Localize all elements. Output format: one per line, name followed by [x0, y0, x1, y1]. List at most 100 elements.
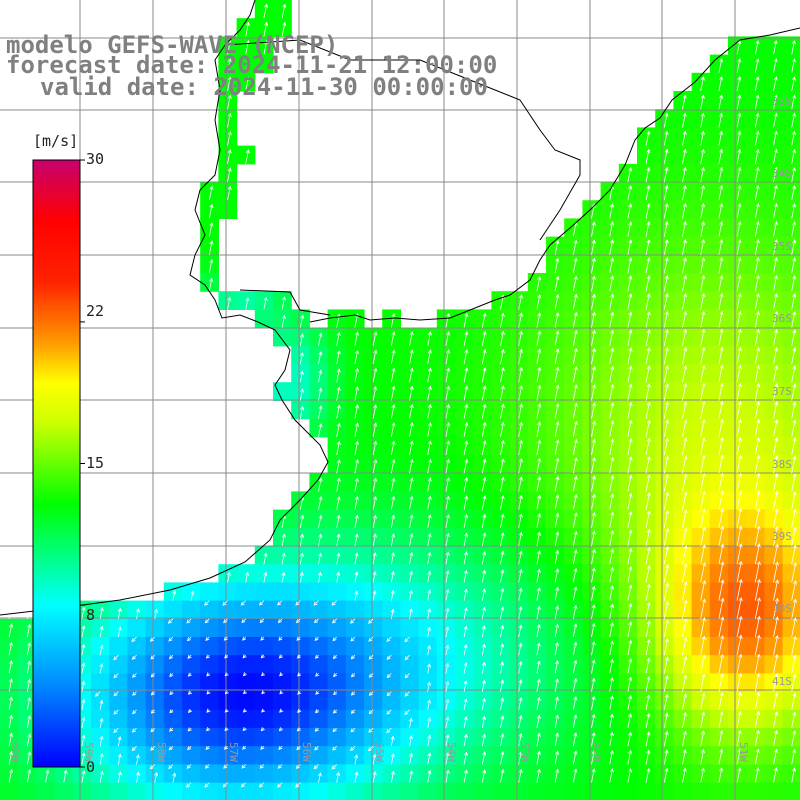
wind-arrow [736, 597, 742, 619]
wind-arrow-head [683, 473, 688, 478]
wind-arrow-head [204, 601, 209, 606]
wind-cell [618, 600, 638, 620]
wind-cell [345, 418, 365, 438]
wind-arrow-head [9, 623, 14, 628]
wind-cell [709, 473, 729, 492]
lon-label: 53W [518, 742, 531, 762]
wind-arrow [390, 496, 395, 510]
wind-arrow [572, 439, 577, 456]
wind-arrow-head [117, 771, 122, 776]
wind-arrow-head [628, 547, 633, 553]
wind-arrow [663, 694, 668, 710]
wind-arrow [372, 590, 376, 601]
wind-cell [673, 782, 693, 800]
wind-arrow-head [209, 222, 214, 227]
wind-cell [782, 127, 800, 147]
wind-arrow-head [646, 437, 651, 443]
wind-arrow [536, 476, 541, 492]
wind-cell [509, 546, 529, 565]
wind-arrow [427, 664, 430, 674]
wind-arrow-head [264, 3, 269, 8]
wind-arrow-head [263, 296, 268, 302]
wind-cell [473, 400, 492, 420]
wind-arrow [663, 347, 668, 365]
wind-arrow [754, 347, 759, 365]
wind-arrow [700, 544, 705, 565]
wind-arrow-head [536, 732, 541, 737]
wind-arrow-head [427, 626, 432, 631]
wind-cell [637, 254, 656, 274]
wind-arrow-head [9, 714, 14, 719]
wind-cell [546, 491, 565, 511]
wind-arrow-head [737, 166, 742, 172]
wind-cell [127, 618, 147, 638]
wind-cell [436, 309, 456, 329]
wind-arrow [754, 491, 760, 510]
wind-arrow [223, 764, 228, 769]
wind-arrow [372, 771, 376, 783]
wind-arrow [518, 697, 522, 710]
wind-cell [546, 546, 565, 565]
wind-cell [109, 746, 128, 765]
wind-arrow-head [332, 728, 337, 733]
wind-arrow-head [774, 616, 779, 621]
wind-arrow-head [536, 605, 541, 610]
wind-arrow-head [591, 257, 596, 262]
wind-arrow-head [336, 495, 341, 501]
wind-cell [345, 709, 365, 729]
wind-arrow-head [665, 509, 670, 515]
wind-arrow-head [610, 257, 615, 262]
wind-cell [418, 618, 438, 638]
wind-arrow-head [737, 238, 742, 244]
wind-arrow-head [791, 184, 796, 190]
wind-arrow [445, 404, 450, 419]
wind-arrow-head [408, 735, 413, 740]
wind-arrow [572, 366, 577, 383]
wind-arrow [773, 455, 778, 474]
wind-cell [182, 655, 201, 674]
wind-cell [418, 637, 438, 656]
wind-arrow-head [537, 384, 542, 390]
wind-cell [673, 436, 693, 456]
wind-arrow [627, 258, 632, 274]
wind-arrow-head [646, 275, 651, 280]
wind-arrow-head [390, 770, 395, 775]
wind-arrow [481, 698, 485, 710]
wind-arrow [372, 441, 377, 456]
wind-arrow [63, 770, 67, 783]
wind-arrow-head [445, 680, 450, 686]
wind-arrow [609, 203, 613, 219]
wind-arrow-head [464, 513, 469, 519]
wind-cell [618, 564, 638, 583]
wind-arrow-head [518, 312, 523, 317]
wind-cell [254, 600, 274, 620]
wind-cell [145, 655, 165, 674]
wind-cell [782, 36, 800, 56]
wind-arrow [591, 348, 595, 365]
wind-arrow-head [482, 550, 487, 556]
wind-arrow-head [774, 472, 779, 478]
wind-arrow-head [354, 590, 359, 595]
wind-arrow-head [409, 752, 414, 757]
wind-arrow [318, 406, 322, 419]
wind-arrow [663, 149, 668, 164]
wind-cell [655, 782, 674, 800]
wind-arrow [773, 58, 777, 73]
wind-cell [728, 291, 747, 310]
wind-cell [527, 491, 547, 511]
wind-arrow-head [318, 477, 323, 482]
wind-arrow-head [719, 400, 724, 406]
wind-arrow [682, 656, 687, 674]
wind-arrow [318, 478, 322, 492]
wind-arrow-head [318, 533, 323, 538]
wind-arrow [354, 534, 358, 547]
wind-cell [764, 236, 784, 256]
wind-cell [109, 782, 128, 800]
wind-arrow-head [591, 456, 596, 462]
wind-arrow-head [591, 384, 596, 389]
wind-cell [618, 782, 638, 800]
wind-cell [309, 564, 329, 583]
wind-arrow-head [792, 598, 797, 603]
wind-cell [691, 72, 711, 92]
wind-arrow-head [682, 711, 687, 717]
